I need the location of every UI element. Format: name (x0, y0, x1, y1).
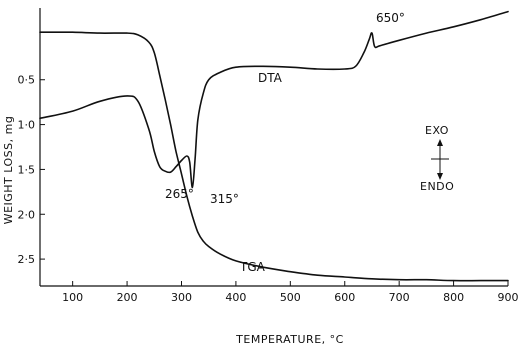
x-tick-label: 500 (280, 291, 301, 304)
y-axis-ticks: 0·5 1·0 1·5 2·0 2·5 (18, 74, 45, 266)
legend-exo-label: EXO (425, 124, 449, 137)
y-tick-label: 2·5 (18, 253, 36, 266)
annotation-650: 650° (376, 11, 405, 25)
y-tick-label: 0·5 (18, 74, 36, 87)
y-tick-label: 1·0 (18, 119, 36, 132)
x-tick-label: 700 (389, 291, 410, 304)
annotation-315: 315° (210, 192, 239, 206)
y-axis-title: WEIGHT LOSS, mg (2, 116, 15, 225)
x-axis-ticks: 100 200 300 400 500 600 700 800 900 (62, 281, 519, 304)
x-tick-label: 900 (498, 291, 519, 304)
exo-endo-arrow-icon (431, 139, 449, 180)
annotation-265: 265° (165, 187, 194, 201)
x-tick-label: 100 (62, 291, 83, 304)
x-tick-label: 300 (171, 291, 192, 304)
x-axis-title: TEMPERATURE, °C (235, 333, 344, 346)
x-tick-label: 600 (334, 291, 355, 304)
legend-endo-label: ENDO (420, 180, 454, 193)
y-tick-label: 1·5 (18, 163, 36, 176)
series-label-tga: TGA (239, 260, 266, 274)
series-dta-line (39, 10, 509, 189)
x-tick-label: 800 (443, 291, 464, 304)
x-tick-label: 400 (225, 291, 246, 304)
series-label-dta: DTA (258, 71, 283, 85)
x-tick-label: 200 (117, 291, 138, 304)
series-tga-line (39, 31, 509, 282)
y-tick-label: 2·0 (18, 208, 36, 221)
